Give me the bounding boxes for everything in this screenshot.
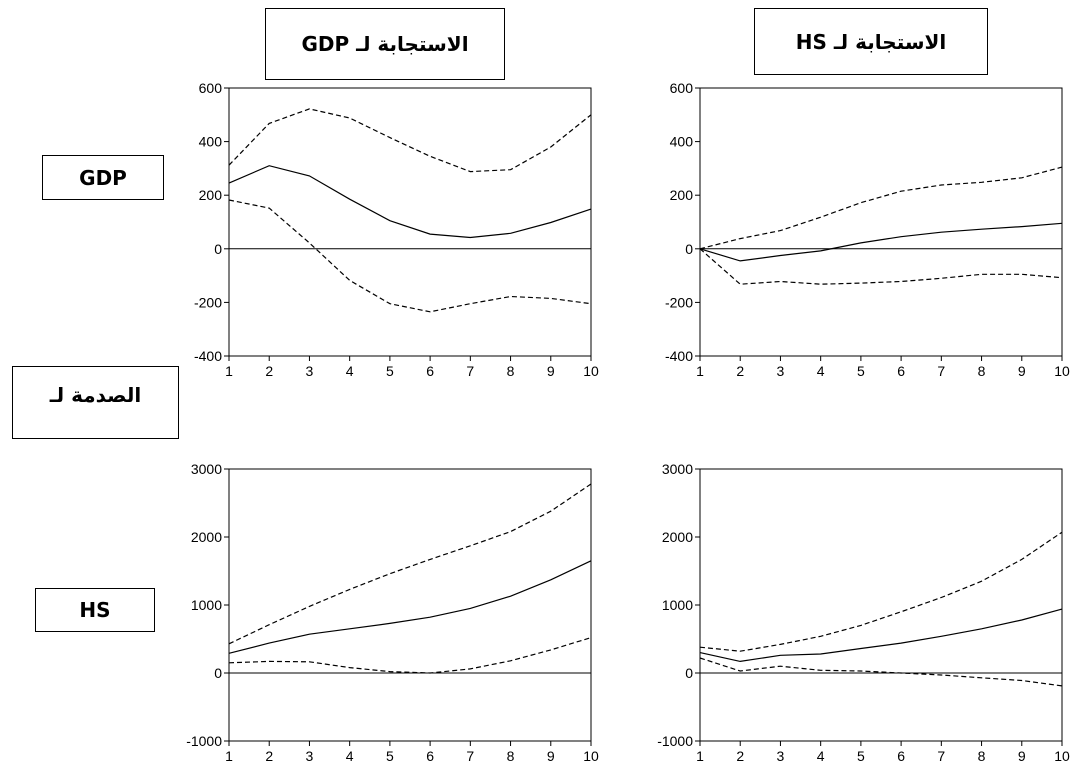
- x-tick-label: 1: [225, 363, 233, 379]
- x-tick-label: 3: [306, 363, 314, 379]
- y-tick-label: 2000: [662, 529, 693, 545]
- x-tick-label: 4: [346, 748, 354, 764]
- x-tick-label: 9: [1018, 748, 1026, 764]
- plot-frame: [228, 87, 592, 357]
- y-tick-label: 200: [199, 187, 223, 203]
- y-tick-label: 0: [685, 665, 693, 681]
- y-tick-label: -200: [665, 294, 693, 310]
- x-tick-label: 8: [507, 363, 515, 379]
- series-upper-line: [699, 531, 1063, 652]
- x-tick-label: 5: [386, 748, 394, 764]
- x-tick-label: 8: [978, 748, 986, 764]
- series-upper-line: [228, 483, 592, 645]
- y-tick-label: 400: [670, 134, 694, 150]
- y-tick-label: 400: [199, 134, 223, 150]
- row-label-gdp: GDP: [42, 155, 164, 200]
- x-tick-label: 10: [583, 363, 599, 379]
- series-lower-line: [699, 248, 1063, 285]
- x-tick-label: 5: [857, 363, 865, 379]
- x-tick-label: 5: [386, 363, 394, 379]
- x-tick-label: 5: [857, 748, 865, 764]
- x-tick-label: 10: [583, 748, 599, 764]
- y-tick-label: 1000: [662, 597, 693, 613]
- x-tick-label: 9: [1018, 363, 1026, 379]
- x-tick-label: 9: [547, 748, 555, 764]
- x-tick-label: 10: [1054, 748, 1070, 764]
- y-tick-label: 3000: [662, 461, 693, 477]
- panel-gdp-hs: -400 -200 0 200 400 600 1 2 3 4 5 6 7 8 9 10: [665, 80, 1070, 379]
- column-header-hs-text: الاستجابة لـ HS: [795, 29, 947, 54]
- series-lower-line: [699, 657, 1063, 687]
- shock-label-text: الصدمة لـ: [49, 383, 142, 407]
- series-lower-line: [228, 637, 592, 674]
- row-label-hs-text: HS: [79, 598, 111, 622]
- x-tick-label: 6: [426, 748, 434, 764]
- y-tick-label: 0: [214, 665, 222, 681]
- shock-label: الصدمة لـ: [12, 366, 179, 439]
- plot-frame: [228, 468, 592, 742]
- panel-hs-gdp: -1000 0 1000 2000 3000 1 2 3 4 5 6 7 8 9 10: [186, 461, 599, 764]
- x-tick-label: 7: [466, 363, 474, 379]
- x-tick-label: 1: [225, 748, 233, 764]
- y-tick-label: 2000: [191, 529, 222, 545]
- x-tick-label: 8: [978, 363, 986, 379]
- y-tick-label: 600: [199, 80, 223, 96]
- x-tick-label: 9: [547, 363, 555, 379]
- series-response-line: [228, 165, 592, 239]
- y-tick-label: -1000: [186, 733, 222, 749]
- x-tick-label: 4: [346, 363, 354, 379]
- y-tick-label: 1000: [191, 597, 222, 613]
- series-response-line: [699, 608, 1063, 663]
- y-tick-label: 600: [670, 80, 694, 96]
- x-tick-label: 10: [1054, 363, 1070, 379]
- x-tick-label: 3: [306, 748, 314, 764]
- x-tick-label: 6: [897, 363, 905, 379]
- column-header-gdp-text: الاستجابة لـ GDP: [301, 32, 469, 56]
- panel-hs-hs: -1000 0 1000 2000 3000 1 2 3 4 5 6 7 8 9 10: [657, 461, 1070, 764]
- x-tick-label: 1: [696, 748, 704, 764]
- x-tick-label: 3: [777, 748, 785, 764]
- y-tick-label: 0: [685, 241, 693, 257]
- x-tick-label: 3: [777, 363, 785, 379]
- x-tick-label: 2: [265, 363, 273, 379]
- plot-frame: [699, 468, 1063, 742]
- y-tick-label: 200: [670, 187, 694, 203]
- y-tick-label: -400: [194, 348, 222, 364]
- series-lower-line: [228, 199, 592, 313]
- x-tick-label: 6: [426, 363, 434, 379]
- column-header-hs: الاستجابة لـ HS: [754, 8, 988, 75]
- row-label-gdp-text: GDP: [79, 165, 127, 190]
- y-tick-label: -200: [194, 294, 222, 310]
- y-tick-label: -400: [665, 348, 693, 364]
- x-tick-label: 8: [507, 748, 515, 764]
- x-tick-label: 7: [937, 748, 945, 764]
- x-tick-label: 2: [265, 748, 273, 764]
- x-tick-label: 7: [937, 363, 945, 379]
- series-response-line: [699, 222, 1063, 262]
- plot-frame: [699, 87, 1063, 357]
- x-tick-label: 7: [466, 748, 474, 764]
- y-tick-label: 0: [214, 241, 222, 257]
- series-upper-line: [699, 166, 1063, 250]
- x-tick-label: 2: [736, 363, 744, 379]
- x-tick-label: 4: [817, 748, 825, 764]
- x-tick-label: 2: [736, 748, 744, 764]
- x-tick-label: 6: [897, 748, 905, 764]
- row-label-hs: HS: [35, 588, 155, 632]
- y-tick-label: -1000: [657, 733, 693, 749]
- series-upper-line: [228, 108, 592, 173]
- x-tick-label: 1: [696, 363, 704, 379]
- panel-gdp-gdp: -400 -200 0 200 400 600 1 2 3 4 5 6 7 8 9 10: [194, 80, 599, 379]
- y-tick-label: 3000: [191, 461, 222, 477]
- column-header-gdp: الاستجابة لـ GDP: [265, 8, 505, 80]
- x-tick-label: 4: [817, 363, 825, 379]
- series-response-line: [228, 560, 592, 654]
